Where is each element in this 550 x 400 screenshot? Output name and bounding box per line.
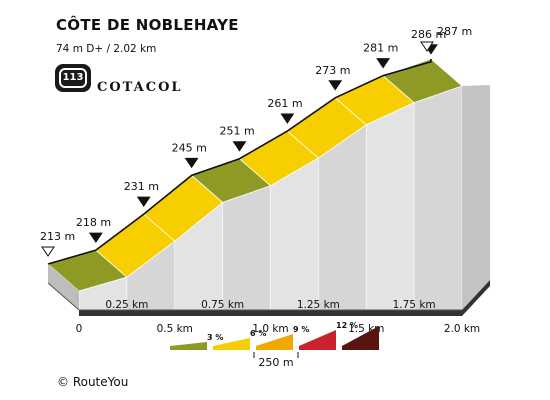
profile-start-cap (48, 264, 79, 310)
cotacol-number: 113 (59, 68, 87, 88)
elevation-marker-7 (376, 58, 391, 69)
profile-wall-4 (222, 185, 271, 311)
x-tick-label-3: 0.75 km (201, 299, 244, 311)
climb-summary: 74 m D+ / 2.02 km (56, 43, 157, 55)
elevation-marker-5 (280, 113, 295, 124)
elevation-marker-4 (232, 141, 247, 152)
legend-swatch-0 (170, 342, 207, 350)
x-tick-label-8: 2.0 km (444, 323, 480, 335)
profile-ridge-line (47, 59, 432, 265)
profile-wall-7 (365, 102, 415, 311)
x-tick-label-7: 1.75 km (393, 299, 436, 311)
cotacol-logo: COTACOL (97, 80, 183, 95)
elevation-marker-3 (184, 157, 199, 169)
grade-legend: 3 % 6 % 9 % 12 % 250 m (170, 321, 379, 369)
profile-base-left-edge (47, 282, 80, 311)
profile-grade-bands (47, 58, 463, 310)
cotacol-badge: 113 (55, 64, 91, 92)
elevation-label-3: 245 m (172, 141, 207, 154)
legend-swatch-4 (342, 326, 379, 350)
legend-label-4: 12 % (336, 321, 358, 330)
profile-end-cap (462, 85, 490, 310)
elevation-label-5: 261 m (267, 97, 302, 110)
elevation-label-1: 218 m (76, 216, 111, 229)
elevation-label-4: 251 m (220, 125, 255, 138)
elevation-label-7: 281 m (363, 42, 398, 55)
elevation-label-9: 287 m (437, 25, 472, 38)
elevation-marker-9 (420, 41, 434, 52)
legend-swatch-1 (213, 338, 250, 350)
profile-base-strip (79, 280, 490, 316)
elevation-label-6: 273 m (315, 64, 350, 77)
legend-swatch-2 (256, 334, 293, 350)
legend-label-1: 3 % (207, 333, 223, 342)
x-tick-label-4: 1.0 km (252, 323, 288, 335)
elevation-marker-1 (88, 232, 103, 244)
legend-label-3: 9 % (293, 325, 309, 334)
legend-label-2: 6 % (250, 329, 266, 338)
x-tick-label-1: 0.25 km (105, 299, 148, 311)
legend-scale-label: 250 m (258, 356, 293, 369)
elevation-label-0: 213 m (40, 230, 75, 243)
elevation-label-8: 286 m (411, 28, 446, 41)
elevation-label-2: 231 m (124, 180, 159, 193)
elevation-marker-6 (328, 80, 343, 91)
profile-base (47, 280, 490, 316)
x-tick-label-0: 0 (76, 323, 83, 335)
copyright-text: © RouteYou (57, 375, 129, 389)
profile-wall-8 (413, 85, 463, 311)
x-tick-label-5: 1.25 km (297, 299, 340, 311)
legend-swatch-3 (299, 330, 336, 350)
elevation-marker-0 (41, 246, 55, 257)
x-tick-label-2: 0.5 km (157, 323, 193, 335)
chart-title: CÔTE DE NOBLEHAYE (56, 16, 239, 34)
elevation-marker-2 (136, 196, 151, 208)
